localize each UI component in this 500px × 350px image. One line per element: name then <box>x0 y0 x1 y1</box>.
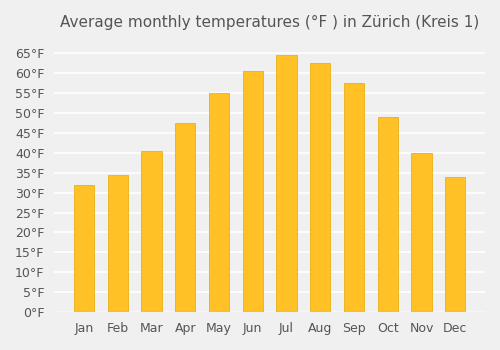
Bar <box>209 93 229 312</box>
Bar <box>108 175 128 312</box>
Title: Average monthly temperatures (°F ) in Zürich (Kreis 1): Average monthly temperatures (°F ) in Zü… <box>60 15 479 30</box>
Bar <box>310 63 330 312</box>
Bar <box>378 117 398 312</box>
Bar <box>276 55 296 312</box>
Bar <box>242 71 263 312</box>
Bar <box>175 123 196 312</box>
Bar <box>344 83 364 312</box>
Bar <box>445 177 466 312</box>
Bar <box>412 153 432 312</box>
Bar <box>74 184 94 312</box>
Bar <box>142 150 162 312</box>
